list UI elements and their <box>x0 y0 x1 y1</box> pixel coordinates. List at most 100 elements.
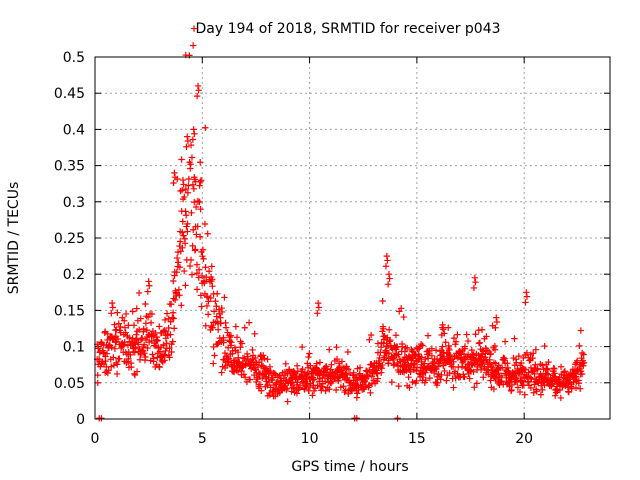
data-point <box>116 355 123 362</box>
data-point <box>252 354 259 362</box>
data-point <box>463 331 470 338</box>
data-point <box>493 314 500 321</box>
data-point <box>186 52 193 59</box>
data-point <box>424 332 432 339</box>
data-point <box>495 370 502 377</box>
data-point <box>254 375 261 383</box>
data-point <box>138 335 146 342</box>
data-point <box>530 389 537 396</box>
axis-ticks: 0 0.05 0.1 0.15 0.2 0.25 0.3 0.35 0.4 0.45 0.5 0 5 10… <box>54 50 610 447</box>
data-point <box>179 229 186 236</box>
data-point <box>171 169 178 177</box>
data-point <box>114 309 121 316</box>
data-point <box>472 278 479 286</box>
data-point <box>471 384 478 391</box>
data-point <box>197 177 205 184</box>
data-point <box>111 321 118 328</box>
data-point <box>406 384 413 391</box>
data-point <box>288 380 295 387</box>
data-point <box>267 384 274 391</box>
data-point <box>190 25 198 32</box>
data-point <box>149 351 156 358</box>
data-point <box>405 374 412 381</box>
data-point <box>284 398 291 405</box>
data-point <box>394 415 401 422</box>
data-point <box>338 358 346 365</box>
data-point <box>202 124 209 131</box>
data-point <box>508 381 516 389</box>
data-point <box>565 389 573 396</box>
data-point <box>98 415 105 422</box>
data-point <box>114 361 121 368</box>
data-point <box>572 384 580 392</box>
data-point <box>133 305 140 312</box>
x-axis-label: GPS time / hours <box>291 459 408 475</box>
data-point <box>180 181 187 188</box>
data-point <box>95 345 102 352</box>
data-point <box>208 263 216 270</box>
data-point <box>169 309 177 316</box>
data-point <box>137 351 145 359</box>
data-point <box>205 268 213 275</box>
data-point <box>398 305 405 312</box>
data-point <box>202 322 209 329</box>
data-point <box>241 374 249 381</box>
data-point <box>328 361 335 368</box>
data-point <box>163 340 170 347</box>
data-point <box>107 363 115 370</box>
data-point <box>557 363 565 370</box>
data-point <box>214 326 222 333</box>
data-point <box>310 376 318 383</box>
data-point <box>112 339 119 346</box>
data-point <box>324 365 331 373</box>
data-point <box>578 349 586 357</box>
data-point <box>197 159 204 166</box>
data-point <box>166 344 173 352</box>
data-point <box>240 371 248 378</box>
data-point <box>316 359 324 366</box>
data-point <box>171 173 179 181</box>
data-point <box>166 354 173 361</box>
data-point <box>260 352 267 359</box>
data-point <box>184 137 192 145</box>
data-point <box>517 359 525 367</box>
data-point <box>170 325 178 332</box>
data-point <box>207 294 214 302</box>
data-point <box>577 385 584 392</box>
data-point <box>245 319 253 326</box>
data-point <box>170 179 177 187</box>
data-point <box>534 365 541 372</box>
data-point <box>307 362 314 369</box>
data-point <box>399 343 406 350</box>
data-point <box>168 348 175 356</box>
data-point <box>179 176 187 184</box>
data-point <box>522 366 529 373</box>
data-point <box>140 341 148 348</box>
data-point <box>442 339 449 346</box>
data-point <box>109 304 117 311</box>
data-point <box>340 383 347 390</box>
data-point <box>374 375 381 382</box>
data-point <box>374 340 382 347</box>
data-point <box>522 299 529 306</box>
data-point <box>241 324 248 331</box>
data-point <box>236 358 243 366</box>
data-point <box>379 297 386 305</box>
data-point <box>432 347 440 354</box>
data-point <box>156 323 163 330</box>
data-point <box>197 178 204 185</box>
data-point <box>316 378 323 385</box>
data-point <box>326 386 333 393</box>
data-point <box>189 181 197 188</box>
data-point <box>191 130 198 137</box>
data-point <box>193 270 201 277</box>
data-point <box>450 384 457 391</box>
data-point <box>525 369 532 376</box>
data-point <box>305 387 312 395</box>
data-point <box>218 369 225 376</box>
data-point <box>356 364 364 371</box>
data-point <box>150 355 157 362</box>
data-point <box>189 242 196 250</box>
data-point <box>147 319 155 326</box>
data-point <box>303 381 310 389</box>
